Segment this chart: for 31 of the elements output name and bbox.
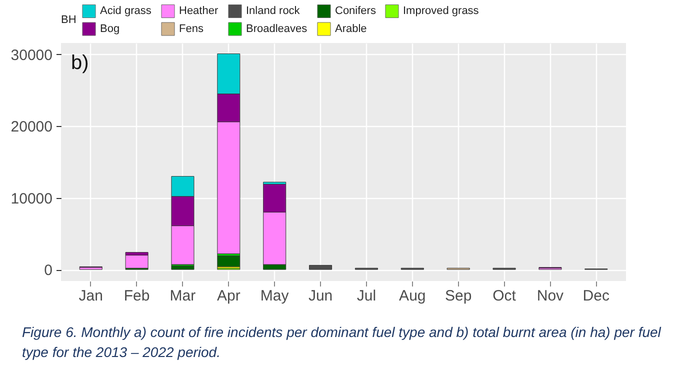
y-tick-label: 0 [44,262,52,280]
x-tick-label: Jun [308,288,333,304]
x-tick-label: Oct [492,288,517,304]
y-tick-label: 10000 [10,190,52,208]
caption: Figure 6. Monthly a) count of fire incidents per dominant fuel type and b) total burnt area (in ha) per fuel type for the 2013 – 2022 period. [22,323,662,362]
legend-label: Acid grass [100,5,152,18]
legend-label: Inland rock [246,5,300,18]
legend-label: Fens [179,23,204,35]
legend-label: Broadleaves [246,23,308,35]
x-tick-label: May [260,288,290,304]
x-tick-label: Mar [170,288,196,304]
x-tick-label: Aug [399,288,426,304]
x-tick-label: Jan [78,288,103,304]
x-tick-label: Jul [356,288,376,304]
legend-title: BH [61,14,76,26]
legend-label: Bog [100,23,120,35]
bar [309,264,332,270]
y-tick-label: 20000 [10,118,52,136]
x-tick-label: Dec [582,288,610,304]
legend-label: Improved grass [403,5,480,18]
x-tick-label: Feb [124,288,150,304]
legend-label: Arable [335,23,367,35]
legend-label: Heather [179,5,218,18]
bar [217,256,240,267]
x-tick-label: Apr [216,288,240,304]
bar [125,254,148,268]
annotation: b) [71,52,89,74]
y-tick-label: 30000 [10,46,52,64]
x-tick-label: Sep [444,288,472,304]
legend-label: Conifers [335,5,376,18]
x-tick-label: Nov [536,288,564,304]
